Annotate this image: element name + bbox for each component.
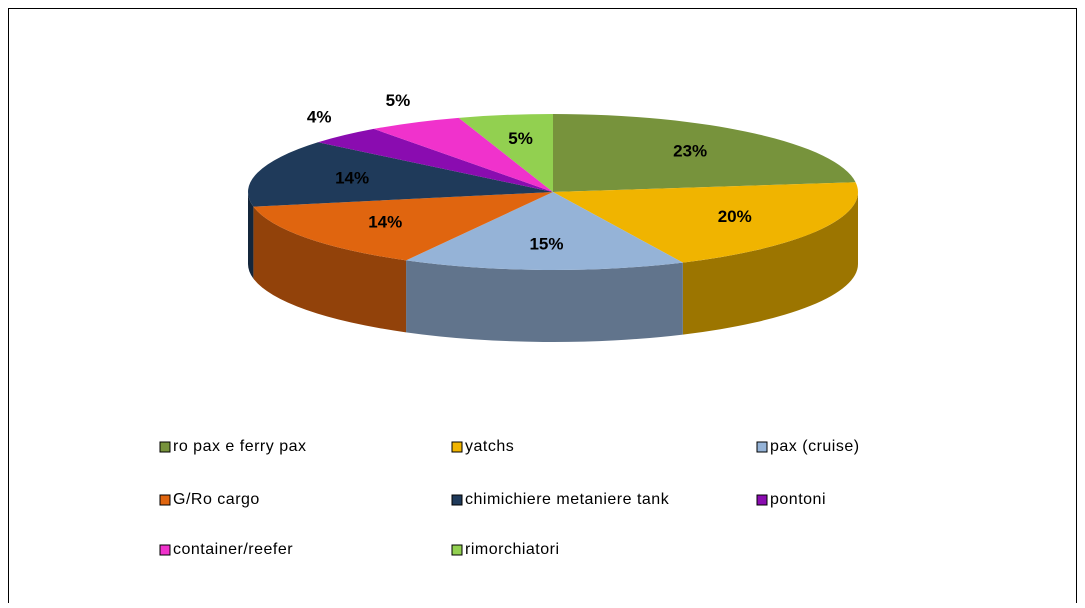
data-label: 4% — [307, 108, 332, 127]
pie-side — [253, 206, 407, 333]
pie-slice — [373, 117, 553, 192]
pie-slice — [253, 192, 553, 261]
data-label: 14% — [368, 213, 402, 232]
pie-slice — [317, 128, 553, 192]
data-label: 5% — [508, 129, 533, 148]
data-label: 23% — [673, 142, 707, 161]
data-label: 15% — [529, 234, 563, 253]
data-label: 14% — [335, 168, 369, 187]
pie-slice — [406, 192, 683, 270]
pie-slice — [458, 114, 553, 192]
pie-slice — [248, 142, 553, 207]
legend-label: container/reefer — [173, 541, 293, 558]
pie-side — [406, 260, 683, 343]
legend-swatch — [159, 441, 171, 453]
legend-swatch — [451, 544, 463, 556]
legend-label: G/Ro cargo — [173, 491, 260, 508]
legend-swatch — [159, 544, 171, 556]
chart-frame — [8, 8, 1077, 603]
pie-slice — [553, 114, 856, 192]
legend-label: pax (cruise) — [770, 438, 860, 455]
legend-swatch — [451, 441, 463, 453]
legend-label: chimichiere metaniere tank — [465, 491, 670, 508]
legend-label: ro pax e ferry pax — [173, 438, 307, 455]
legend-swatch — [451, 494, 463, 506]
legend-label: pontoni — [770, 491, 826, 508]
legend-label: rimorchiatori — [465, 541, 560, 558]
pie-side — [682, 192, 858, 335]
legend-swatch — [756, 441, 768, 453]
pie-slice — [553, 182, 858, 263]
legend-swatch — [756, 494, 768, 506]
legend-label: yatchs — [465, 438, 514, 455]
data-label: 20% — [718, 207, 752, 226]
legend-swatch — [159, 494, 171, 506]
pie-side — [248, 192, 254, 279]
data-label: 5% — [386, 91, 411, 110]
